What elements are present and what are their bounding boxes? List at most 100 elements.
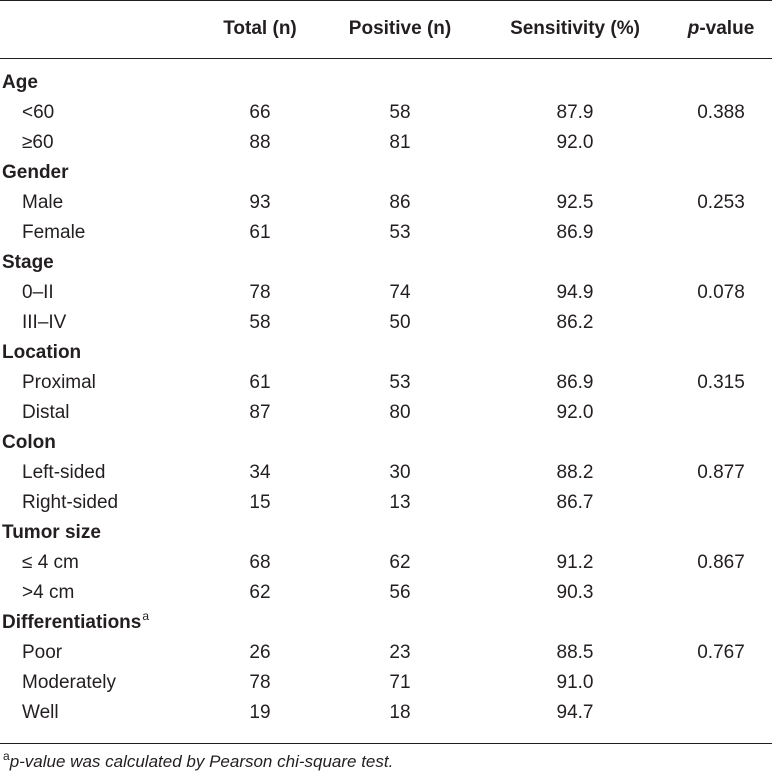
- total-cell: 62: [249, 582, 271, 603]
- total-cell: 34: [249, 462, 271, 483]
- table-row: <60 66 58 87.9 0.388: [0, 98, 772, 128]
- table-row: Moderately 78 71 91.0: [0, 668, 772, 698]
- sensitivity-cell: 87.9: [556, 102, 594, 123]
- header-total: Total (n): [223, 18, 297, 39]
- pvalue-cell: [672, 668, 770, 698]
- group-label: Location: [2, 338, 81, 368]
- sensitivity-cell: 92.0: [556, 402, 594, 423]
- pvalue-cell: [672, 398, 770, 428]
- group-header-row: Colon: [0, 428, 772, 458]
- sensitivity-cell: 91.0: [556, 672, 594, 693]
- group-label: Tumor size: [2, 518, 101, 548]
- table-row: ≥60 88 81 92.0: [0, 128, 772, 158]
- pvalue-cell: 0.388: [697, 102, 745, 123]
- total-cell: 15: [249, 492, 271, 513]
- group-header-row: Differentiationsa: [0, 608, 772, 638]
- top-rule: [0, 0, 772, 1]
- sensitivity-cell: 92.0: [556, 132, 594, 153]
- row-label: Well: [22, 702, 59, 723]
- positive-cell: 30: [389, 462, 411, 483]
- row-label: Distal: [22, 402, 70, 423]
- sensitivity-cell: 94.9: [556, 282, 594, 303]
- row-label: Male: [22, 192, 64, 213]
- positive-cell: 81: [389, 132, 411, 153]
- positive-cell: 58: [389, 102, 411, 123]
- total-cell: 78: [249, 672, 271, 693]
- table-row: III–IV 58 50 86.2: [0, 308, 772, 338]
- row-label: Female: [22, 222, 86, 243]
- footnote: ap-value was calculated by Pearson chi-s…: [2, 749, 394, 772]
- group-label-text: Gender: [2, 162, 69, 183]
- sensitivity-cell: 86.9: [556, 372, 594, 393]
- pvalue-cell: [672, 698, 770, 728]
- pvalue-cell: [672, 488, 770, 518]
- group-label: Differentiationsa: [2, 608, 149, 638]
- pvalue-cell: 0.877: [697, 462, 745, 483]
- footnote-marker: a: [3, 749, 10, 763]
- positive-cell: 53: [389, 222, 411, 243]
- row-label: Left-sided: [22, 462, 106, 483]
- sensitivity-cell: 86.2: [556, 312, 594, 333]
- table-row: Well 19 18 94.7: [0, 698, 772, 728]
- group-label-text: Age: [2, 72, 38, 93]
- row-label: ≥60: [22, 132, 54, 153]
- group-header-row: Location: [0, 338, 772, 368]
- group-header-row: Age: [0, 68, 772, 98]
- positive-cell: 80: [389, 402, 411, 423]
- group-label-text: Stage: [2, 252, 54, 273]
- positive-cell: 86: [389, 192, 411, 213]
- pvalue-cell: 0.078: [697, 282, 745, 303]
- header-positive: Positive (n): [348, 18, 452, 39]
- group-label: Gender: [2, 158, 69, 188]
- header-pvalue-italic: p: [687, 18, 700, 39]
- row-label: Proximal: [22, 372, 96, 393]
- table-row: Distal 87 80 92.0: [0, 398, 772, 428]
- total-cell: 78: [249, 282, 271, 303]
- positive-cell: 74: [389, 282, 411, 303]
- pvalue-cell: [672, 128, 770, 158]
- sensitivity-cell: 88.2: [556, 462, 594, 483]
- sensitivity-cell: 86.9: [556, 222, 594, 243]
- pvalue-cell: [672, 308, 770, 338]
- positive-cell: 23: [389, 642, 411, 663]
- header-pvalue-rest: -value: [699, 18, 755, 39]
- footnote-text: p-value was calculated by Pearson chi-sq…: [9, 752, 394, 771]
- group-label: Colon: [2, 428, 56, 458]
- table-row: Male 93 86 92.5 0.253: [0, 188, 772, 218]
- pvalue-cell: 0.253: [697, 192, 745, 213]
- pvalue-cell: 0.767: [697, 642, 745, 663]
- row-label: ≤ 4 cm: [22, 552, 79, 573]
- group-label-text: Location: [2, 342, 82, 363]
- bottom-rule: [0, 743, 772, 744]
- positive-cell: 56: [389, 582, 411, 603]
- positive-cell: 62: [389, 552, 411, 573]
- row-label: 0–II: [22, 282, 54, 303]
- table-row: ≤ 4 cm 68 62 91.2 0.867: [0, 548, 772, 578]
- row-label: >4 cm: [22, 582, 75, 603]
- sensitivity-cell: 94.7: [556, 702, 594, 723]
- positive-cell: 18: [389, 702, 411, 723]
- table-row: Female 61 53 86.9: [0, 218, 772, 248]
- total-cell: 88: [249, 132, 271, 153]
- total-cell: 93: [249, 192, 271, 213]
- pvalue-cell: [672, 578, 770, 608]
- group-label-superscript: a: [142, 609, 150, 623]
- sensitivity-cell: 92.5: [556, 192, 594, 213]
- group-label-text: Colon: [2, 432, 56, 453]
- row-label: Right-sided: [22, 492, 119, 513]
- header-rule: [0, 58, 772, 59]
- group-label: Age: [2, 68, 38, 98]
- total-cell: 68: [249, 552, 271, 573]
- total-cell: 61: [249, 222, 271, 243]
- pvalue-cell: 0.315: [697, 372, 745, 393]
- sensitivity-cell: 91.2: [556, 552, 594, 573]
- table-row: Left-sided 34 30 88.2 0.877: [0, 458, 772, 488]
- total-cell: 26: [249, 642, 271, 663]
- group-header-row: Tumor size: [0, 518, 772, 548]
- total-cell: 19: [249, 702, 271, 723]
- pvalue-cell: [672, 218, 770, 248]
- header-sensitivity: Sensitivity (%): [510, 18, 640, 39]
- row-label: Moderately: [22, 672, 116, 693]
- table-row: >4 cm 62 56 90.3: [0, 578, 772, 608]
